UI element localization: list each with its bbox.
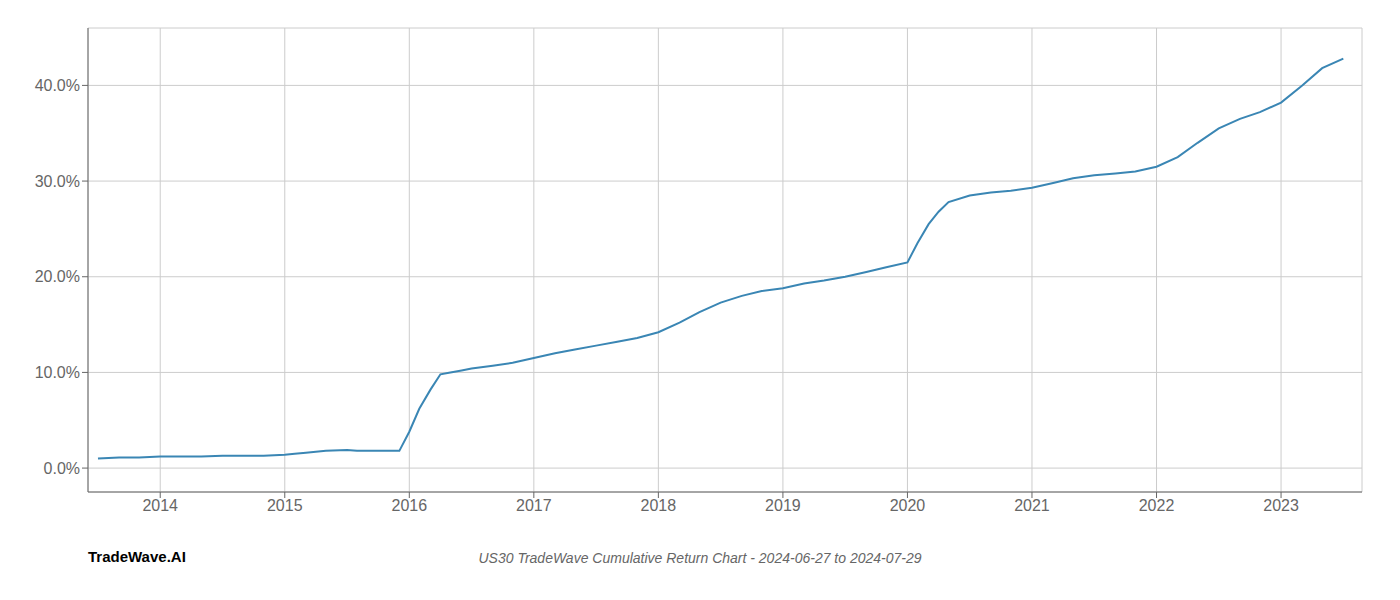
svg-text:0.0%: 0.0%: [44, 460, 80, 477]
svg-text:40.0%: 40.0%: [35, 77, 80, 94]
svg-text:2018: 2018: [641, 497, 677, 514]
svg-text:20.0%: 20.0%: [35, 268, 80, 285]
svg-text:30.0%: 30.0%: [35, 173, 80, 190]
svg-text:2015: 2015: [267, 497, 303, 514]
svg-text:2020: 2020: [890, 497, 926, 514]
svg-text:2017: 2017: [516, 497, 552, 514]
svg-text:2019: 2019: [765, 497, 801, 514]
svg-text:2023: 2023: [1263, 497, 1299, 514]
html-text:US30 TradeWave Cumulative Retu: US30 TradeWave Cumulative Return Chart -…: [478, 550, 922, 566]
svg-text:2016: 2016: [392, 497, 428, 514]
svg-text:2022: 2022: [1139, 497, 1175, 514]
svg-text:10.0%: 10.0%: [35, 364, 80, 381]
svg-text:2021: 2021: [1014, 497, 1050, 514]
html-text:TradeWave.AI: TradeWave.AI: [88, 548, 186, 565]
svg-text:2014: 2014: [142, 497, 178, 514]
